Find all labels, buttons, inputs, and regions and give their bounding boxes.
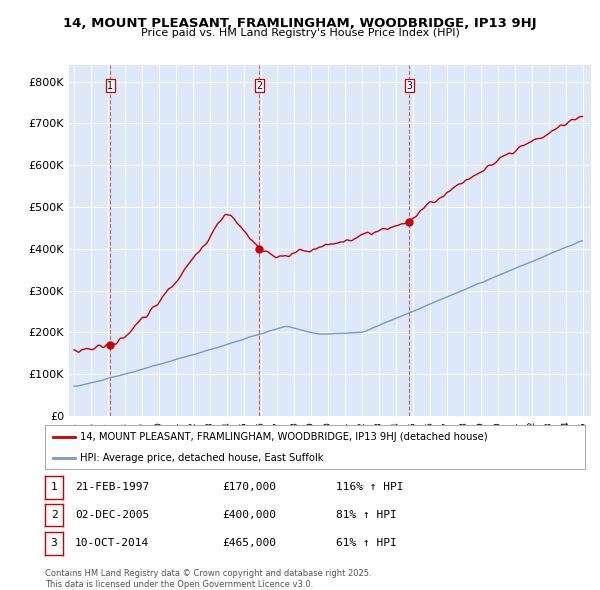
Text: 116% ↑ HPI: 116% ↑ HPI [336, 483, 404, 492]
Text: 1: 1 [50, 483, 58, 492]
Text: 2: 2 [256, 81, 262, 91]
Text: 14, MOUNT PLEASANT, FRAMLINGHAM, WOODBRIDGE, IP13 9HJ (detached house): 14, MOUNT PLEASANT, FRAMLINGHAM, WOODBRI… [80, 432, 488, 442]
Text: £465,000: £465,000 [222, 539, 276, 548]
Text: HPI: Average price, detached house, East Suffolk: HPI: Average price, detached house, East… [80, 453, 323, 463]
Text: 61% ↑ HPI: 61% ↑ HPI [336, 539, 397, 548]
Text: 81% ↑ HPI: 81% ↑ HPI [336, 510, 397, 520]
Text: 2: 2 [50, 510, 58, 520]
Text: Contains HM Land Registry data © Crown copyright and database right 2025.
This d: Contains HM Land Registry data © Crown c… [45, 569, 371, 589]
Text: 3: 3 [406, 81, 412, 91]
Text: Price paid vs. HM Land Registry's House Price Index (HPI): Price paid vs. HM Land Registry's House … [140, 28, 460, 38]
Text: £400,000: £400,000 [222, 510, 276, 520]
Text: 14, MOUNT PLEASANT, FRAMLINGHAM, WOODBRIDGE, IP13 9HJ: 14, MOUNT PLEASANT, FRAMLINGHAM, WOODBRI… [63, 17, 537, 30]
Text: 10-OCT-2014: 10-OCT-2014 [75, 539, 149, 548]
Text: 02-DEC-2005: 02-DEC-2005 [75, 510, 149, 520]
Text: 1: 1 [107, 81, 113, 91]
Text: 21-FEB-1997: 21-FEB-1997 [75, 483, 149, 492]
Text: 3: 3 [50, 539, 58, 548]
Text: £170,000: £170,000 [222, 483, 276, 492]
